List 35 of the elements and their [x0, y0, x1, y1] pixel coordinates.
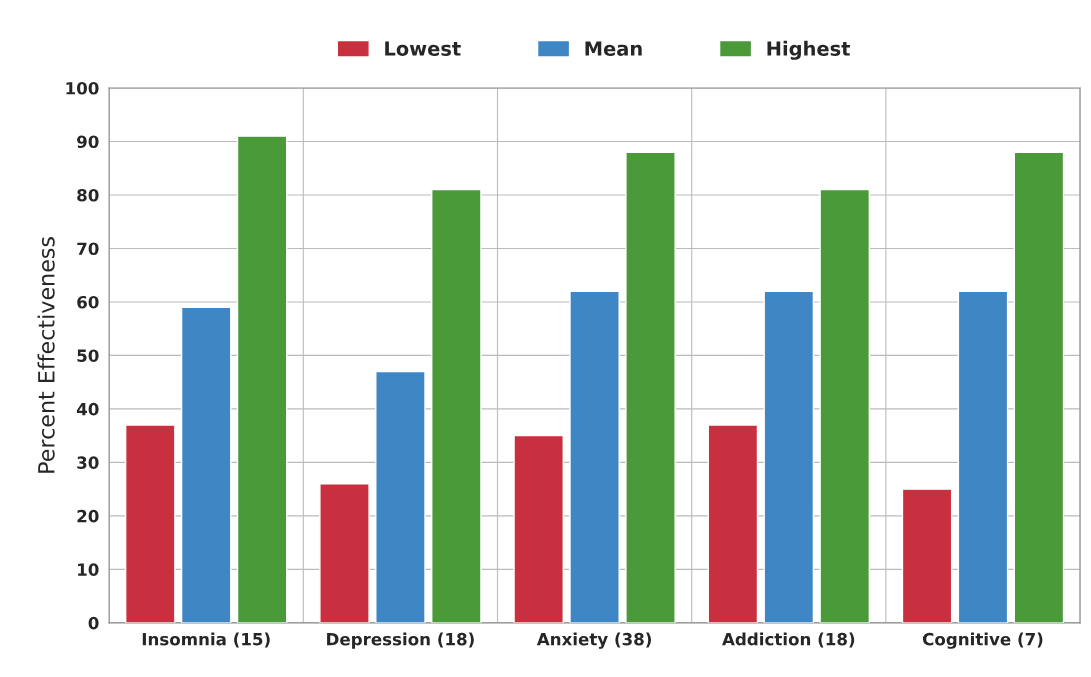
legend-label: Highest	[767, 40, 851, 60]
y-tick-label: 60	[77, 295, 99, 309]
x-tick-label: Insomnia (15)	[142, 632, 270, 648]
bar	[236, 135, 288, 623]
y-tick-label: 50	[77, 349, 99, 362]
y-tick-label: 80	[77, 188, 99, 202]
bar	[124, 424, 176, 623]
y-tick-label: 90	[77, 135, 99, 149]
legend-label: Mean	[585, 41, 642, 56]
bar	[763, 290, 815, 623]
y-tick-label: 40	[76, 402, 99, 416]
y-axis-title: Percent Effectiveness	[37, 237, 55, 473]
bar	[375, 370, 426, 623]
bar	[180, 306, 232, 623]
bar	[819, 188, 871, 623]
bar	[513, 434, 564, 623]
bar	[625, 151, 676, 623]
legend-label: Lowest	[385, 41, 461, 56]
x-tick-label: Cognitive (7)	[922, 632, 1043, 649]
bar	[901, 488, 953, 623]
bar	[319, 483, 370, 623]
x-tick-label: Depression (18)	[327, 632, 474, 649]
y-tick-label: 20	[77, 509, 99, 523]
bar	[569, 290, 620, 623]
x-tick-label: Addiction (18)	[722, 632, 855, 648]
y-tick-label: 100	[66, 81, 99, 95]
bar	[957, 290, 1009, 623]
y-tick-label: 10	[78, 563, 99, 576]
bar	[1013, 151, 1065, 623]
y-tick-label: 0	[88, 616, 99, 630]
y-tick-label: 70	[77, 242, 99, 256]
bar	[707, 424, 759, 623]
bar	[431, 188, 482, 623]
y-tick-label: 30	[77, 456, 99, 469]
x-tick-label: Anxiety (38)	[536, 632, 651, 649]
